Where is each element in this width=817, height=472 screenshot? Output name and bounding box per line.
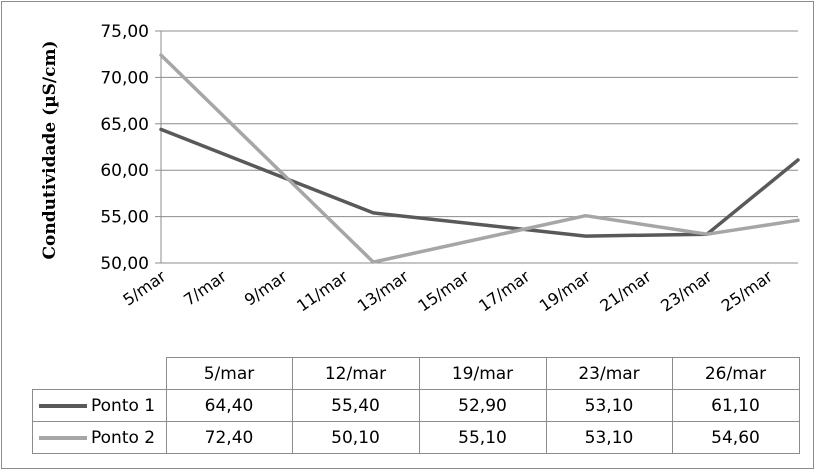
series-line-2 — [159, 53, 800, 264]
data-table-cell: 53,10 — [545, 389, 673, 422]
series-line-1 — [159, 127, 800, 238]
y-axis-label: Condutividade (µS/cm) — [40, 41, 60, 260]
x-tick-label: 25/mar — [718, 266, 777, 315]
x-tick-label: 23/mar — [657, 266, 716, 315]
legend-entry-ponto-1: Ponto 1 — [32, 389, 167, 422]
data-table-cell: 55,40 — [291, 389, 420, 422]
legend-swatch — [39, 435, 87, 440]
x-tick-label: 13/mar — [354, 266, 413, 315]
data-table-cell: 55,10 — [418, 421, 547, 454]
y-tick-label: 50,00 — [100, 254, 149, 274]
x-tick-label: 17/mar — [475, 266, 534, 315]
data-table-cell: 50,10 — [291, 421, 420, 454]
data-table-cell: 54,60 — [671, 421, 800, 454]
gridlines — [155, 30, 798, 264]
x-tick-label: 15/mar — [414, 266, 473, 315]
y-tick-label: 70,00 — [100, 68, 149, 88]
data-table-corner — [33, 358, 167, 390]
data-table-cell: 61,10 — [671, 389, 800, 422]
series-lines — [159, 53, 800, 264]
x-tick-label: 9/mar — [241, 266, 291, 309]
y-tick-label: 75,00 — [100, 22, 149, 42]
data-table-col-header: 26/mar — [671, 357, 800, 390]
y-tick-label: 55,00 — [100, 208, 149, 228]
x-tick-label: 7/mar — [180, 266, 230, 309]
x-tick-label: 11/mar — [293, 266, 352, 315]
data-table-col-header: 19/mar — [418, 357, 547, 390]
data-table-cell: 72,40 — [165, 421, 293, 454]
data-table: 5/mar 12/mar 19/mar 23/mar 26/mar Ponto … — [32, 357, 800, 454]
data-table-col-header: 12/mar — [291, 357, 420, 390]
x-tick-label: 21/mar — [596, 266, 655, 315]
data-table-row: Ponto 2 72,40 50,10 55,10 53,10 54,60 — [32, 421, 800, 454]
data-table-col-header: 23/mar — [545, 357, 673, 390]
data-table-cell: 53,10 — [545, 421, 673, 454]
legend-entry-ponto-2: Ponto 2 — [32, 421, 167, 454]
legend-label: Ponto 2 — [91, 427, 156, 448]
x-axis-ticks: 5/mar 7/mar 9/mar 11/mar 13/mar 15/mar 17/mar 1… — [119, 266, 776, 315]
legend-swatch — [39, 403, 87, 408]
y-tick-label: 60,00 — [100, 161, 149, 181]
legend-label: Ponto 1 — [91, 395, 156, 416]
data-table-cell: 52,90 — [418, 389, 547, 422]
y-axis-ticks: 50,00 55,00 60,00 65,00 70,00 75,00 — [100, 22, 149, 274]
x-tick-label: 19/mar — [536, 266, 595, 315]
data-table-col-header: 5/mar — [165, 357, 293, 390]
data-table-row: Ponto 1 64,40 55,40 52,90 53,10 61,10 — [32, 389, 800, 422]
data-table-cell: 64,40 — [165, 389, 293, 422]
y-tick-label: 65,00 — [100, 115, 149, 135]
data-table-header: 5/mar 12/mar 19/mar 23/mar 26/mar — [33, 357, 800, 390]
